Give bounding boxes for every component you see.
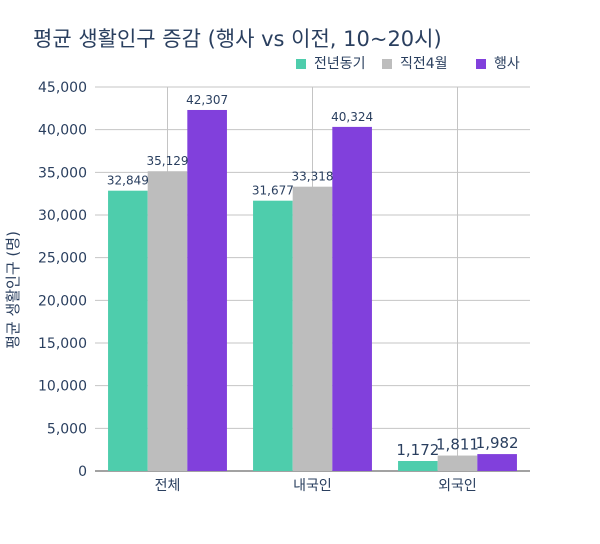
bar-0-1 xyxy=(253,200,293,471)
data-label: 40,324 xyxy=(331,110,373,124)
y-axis-ticks: 0 5,000 10,000 15,000 20,000 25,000 30,000 35,0… xyxy=(38,80,87,480)
bar-2-2 xyxy=(477,454,517,471)
y-tick-label: 15,000 xyxy=(38,336,87,352)
y-tick-label: 40,000 xyxy=(38,123,87,139)
bar-2-0 xyxy=(187,109,227,471)
bar-0-2 xyxy=(398,460,438,471)
y-tick-label: 5,000 xyxy=(47,421,87,437)
legend-swatch xyxy=(476,59,486,69)
bar-1-0 xyxy=(147,171,188,471)
data-label: 1,982 xyxy=(476,434,519,452)
legend-label: 전년동기 xyxy=(314,56,366,72)
bars xyxy=(108,109,517,472)
legend-swatch xyxy=(382,59,392,69)
legend-swatch xyxy=(296,59,306,69)
y-tick-label: 20,000 xyxy=(38,293,87,309)
bar-0-0 xyxy=(108,190,148,471)
y-tick-label: 0 xyxy=(78,464,87,480)
y-tick-label: 30,000 xyxy=(38,208,87,224)
y-tick-label: 25,000 xyxy=(38,251,87,267)
chart-title: 평균 생활인구 증감 (행사 vs 이전, 10~20시) xyxy=(33,27,442,51)
bar-1-1 xyxy=(292,186,333,471)
data-label: 1,811 xyxy=(436,436,479,454)
bar-1-2 xyxy=(437,455,478,471)
y-axis-label: 평균 생활인구 (명) xyxy=(4,231,22,349)
data-label: 31,677 xyxy=(252,184,294,198)
data-label: 33,318 xyxy=(292,170,334,184)
x-tick-label: 외국인 xyxy=(438,478,477,494)
data-label: 35,129 xyxy=(147,154,189,168)
x-tick-label: 내국인 xyxy=(293,478,332,494)
data-label: 1,172 xyxy=(396,441,439,459)
legend-label: 직전4월 xyxy=(400,56,448,72)
data-label: 42,307 xyxy=(186,93,228,107)
x-axis-ticks: 전체 내국인 외국인 xyxy=(155,478,477,494)
y-tick-label: 35,000 xyxy=(38,165,87,181)
data-labels: 32,849 31,677 1,172 35,129 33,318 1,811 42,307… xyxy=(107,93,519,459)
legend: 전년동기 직전4월 행사 xyxy=(296,56,520,72)
y-tick-label: 45,000 xyxy=(38,80,87,96)
legend-label: 행사 xyxy=(494,56,520,72)
x-tick-label: 전체 xyxy=(155,478,181,494)
bar-2-1 xyxy=(332,126,372,472)
y-tick-label: 10,000 xyxy=(38,379,87,395)
data-label: 32,849 xyxy=(107,174,149,188)
